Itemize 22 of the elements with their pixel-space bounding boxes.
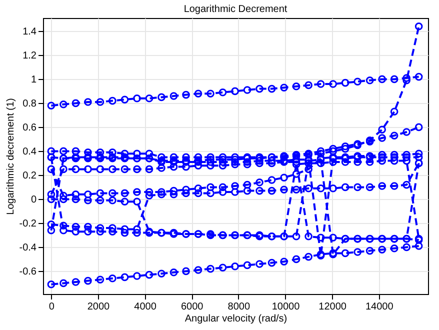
y-tick-label: -0.4: [19, 242, 37, 254]
y-tick-label: 0.8: [22, 98, 37, 110]
y-tick-label: 0.4: [22, 146, 37, 158]
x-tick-label: 8000: [228, 302, 250, 312]
y-tick-label: 0: [30, 194, 37, 206]
y-tick-label: 0.6: [22, 122, 37, 134]
x-tick-label: 0: [48, 302, 55, 312]
y-tick-label: 0.2: [22, 170, 37, 182]
chart-title: Logarithmic Decrement: [184, 4, 288, 15]
y-tick-label: -0.2: [19, 218, 37, 230]
y-tick-label: 1: [30, 74, 37, 86]
x-tick-label: 2000: [87, 302, 110, 312]
x-tick-label: 4000: [134, 302, 157, 312]
y-tick-label: -0.6: [19, 266, 37, 278]
x-tick-label: 12000: [318, 302, 347, 312]
y-axis-title: Logarithmic decrement (1): [5, 98, 16, 215]
x-axis-title: Angular velocity (rad/s): [184, 314, 288, 324]
x-tick-label: 6000: [180, 302, 204, 312]
y-tick-label: 1.2: [22, 50, 37, 62]
x-tick-label: 14000: [365, 302, 394, 312]
y-tick-label: 1.4: [22, 26, 37, 38]
x-tick-label: 10000: [272, 302, 300, 312]
